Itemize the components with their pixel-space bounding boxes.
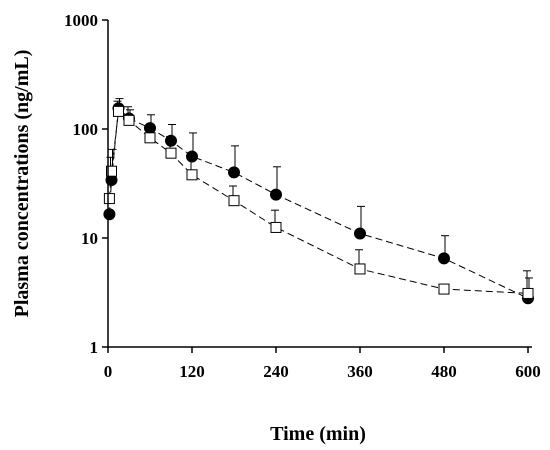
x-tick-label: 600 xyxy=(515,362,541,381)
y-axis-title: Plasma concentrations (ng/mL) xyxy=(11,50,33,318)
series-1-point xyxy=(186,150,198,163)
series-1-point xyxy=(270,188,282,201)
series-2-point xyxy=(270,221,282,233)
series-2-point xyxy=(113,105,124,117)
series-lines xyxy=(108,107,529,299)
series-1-point xyxy=(165,134,177,147)
series-2-point xyxy=(228,195,240,207)
series-2-point xyxy=(354,263,366,275)
y-tick-label: 100 xyxy=(73,120,99,139)
y-tick-label: 1 xyxy=(90,338,99,357)
x-tick-label: 0 xyxy=(104,362,113,381)
series-2-point xyxy=(522,287,534,299)
y-ticks: 1 10 100 1000 xyxy=(64,11,108,357)
series-1-point xyxy=(438,252,450,265)
error-bars xyxy=(106,98,533,299)
markers xyxy=(103,102,534,305)
series-2-point xyxy=(165,147,177,159)
x-tick-label: 360 xyxy=(347,362,373,381)
series-2-line xyxy=(108,110,529,294)
series-1-point xyxy=(144,122,156,135)
y-tick-label: 10 xyxy=(81,229,98,248)
series-1-point xyxy=(354,227,366,240)
x-axis-title: Time (min) xyxy=(270,423,366,445)
series-2-point xyxy=(123,114,135,126)
series-2-point xyxy=(186,169,198,181)
series-2-point xyxy=(438,283,450,295)
series-2-point xyxy=(103,193,115,205)
x-ticks: 0 120 240 360 480 600 xyxy=(104,347,541,381)
series-2-point xyxy=(106,165,117,177)
series-1-point xyxy=(228,166,240,179)
series-1-point xyxy=(103,208,116,221)
y-tick-label: 1000 xyxy=(64,11,98,30)
x-tick-label: 120 xyxy=(179,362,205,381)
x-tick-label: 480 xyxy=(431,362,457,381)
series-2-point xyxy=(144,132,156,144)
x-tick-label: 240 xyxy=(263,362,289,381)
axes xyxy=(107,20,532,348)
